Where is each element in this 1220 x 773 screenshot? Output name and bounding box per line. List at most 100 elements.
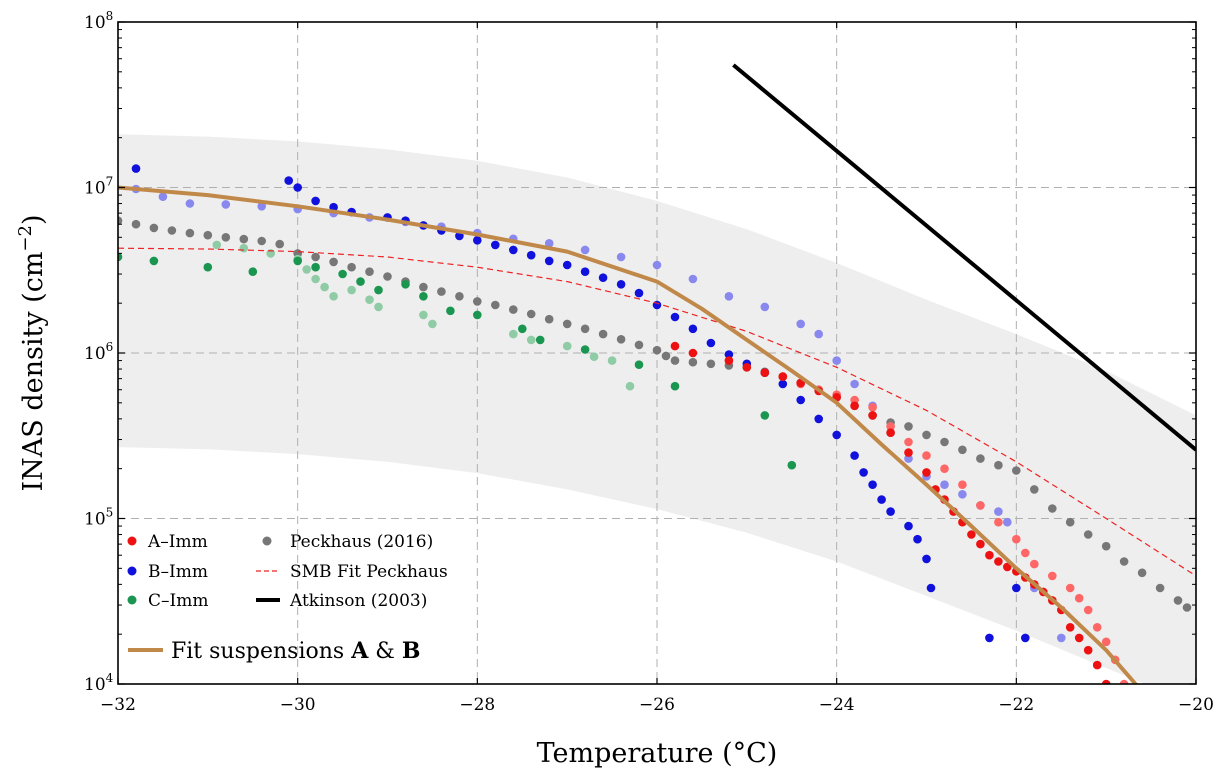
data-point	[661, 351, 671, 361]
data-point	[688, 348, 698, 358]
data-point	[320, 282, 329, 292]
data-point	[598, 273, 608, 283]
data-point	[940, 464, 949, 474]
data-point	[904, 422, 913, 431]
data-point	[760, 368, 770, 378]
data-point	[1119, 679, 1129, 684]
x-axis-title: Temperature (°C)	[537, 738, 778, 769]
data-point	[886, 422, 895, 431]
x-tick-label: −26	[639, 695, 675, 715]
data-point	[850, 451, 859, 460]
data-point	[976, 454, 985, 463]
data-point	[976, 539, 985, 549]
data-point	[922, 468, 931, 477]
data-point	[922, 554, 931, 564]
data-point	[688, 324, 698, 334]
x-tick-label: −32	[100, 695, 136, 715]
data-point	[877, 495, 886, 504]
data-point	[868, 480, 877, 490]
data-point	[724, 350, 734, 359]
data-point	[419, 310, 428, 320]
data-point	[473, 236, 482, 245]
data-point	[526, 250, 536, 260]
data-point	[544, 256, 554, 266]
data-point	[796, 319, 805, 329]
series-line	[732, 63, 1196, 452]
data-point	[922, 430, 931, 440]
data-point	[814, 414, 823, 424]
legend-label-a-imm: A–Imm	[147, 532, 208, 552]
data-point	[670, 356, 680, 365]
x-tick-label: −20	[1178, 695, 1214, 715]
data-point	[329, 292, 338, 301]
y-tick-label: 106	[84, 340, 113, 364]
data-point	[886, 507, 895, 516]
data-point	[257, 236, 267, 246]
data-point	[904, 521, 913, 531]
data-point	[607, 356, 617, 365]
data-point	[1092, 660, 1102, 670]
data-point	[275, 239, 285, 249]
data-point	[1048, 504, 1057, 513]
data-point	[994, 460, 1003, 470]
series-layer	[118, 63, 1196, 684]
data-point	[284, 176, 294, 185]
data-point	[1021, 548, 1030, 558]
y-axis-title: INAS density (cm−2)	[15, 214, 49, 491]
data-point	[455, 292, 464, 301]
data-point	[634, 288, 644, 298]
data-point	[598, 329, 608, 339]
data-point	[311, 262, 320, 272]
data-point	[926, 583, 936, 593]
x-tick-label: −30	[280, 695, 316, 715]
data-point	[1012, 466, 1021, 475]
data-point	[1074, 593, 1084, 603]
data-point	[589, 352, 599, 362]
data-point	[1083, 530, 1093, 539]
uncertainty-band-area	[118, 134, 1196, 684]
y-tick-label: 105	[84, 506, 113, 530]
data-point	[1074, 633, 1084, 643]
data-point	[958, 480, 967, 490]
data-point	[203, 230, 213, 240]
data-point	[580, 324, 590, 334]
data-point	[473, 310, 482, 320]
data-point	[118, 216, 123, 225]
data-point	[868, 403, 877, 412]
data-point	[652, 345, 662, 355]
data-point	[616, 335, 626, 344]
data-point	[311, 252, 320, 262]
data-point	[1092, 623, 1102, 632]
data-point	[1173, 596, 1183, 605]
data-point	[221, 200, 231, 209]
grid	[118, 22, 1196, 684]
data-point	[562, 319, 572, 329]
data-point	[221, 233, 231, 242]
data-point	[509, 329, 518, 339]
x-axis: −32 −30 −28 −26 −24 −22 −20	[100, 22, 1214, 715]
data-point	[1065, 623, 1075, 632]
x-tick-label: −22	[998, 695, 1034, 715]
uncertainty-band	[118, 134, 1196, 684]
x-tick-label: −28	[459, 695, 495, 715]
data-point	[1003, 562, 1012, 572]
series-line	[118, 247, 1196, 577]
data-point	[562, 341, 572, 351]
data-point	[383, 272, 392, 281]
data-point	[778, 379, 788, 389]
data-point	[778, 372, 788, 381]
data-point	[1083, 645, 1093, 655]
data-point	[670, 312, 680, 322]
legend-label-atkinson: Atkinson (2003)	[289, 591, 427, 611]
data-point	[886, 428, 895, 438]
data-point	[473, 297, 482, 306]
data-point	[338, 269, 347, 279]
series-c-imm	[118, 252, 797, 470]
data-point	[212, 240, 222, 250]
data-point	[149, 223, 159, 233]
data-point	[967, 530, 976, 539]
data-point	[688, 274, 698, 284]
data-point	[760, 302, 770, 312]
data-point	[185, 228, 195, 238]
